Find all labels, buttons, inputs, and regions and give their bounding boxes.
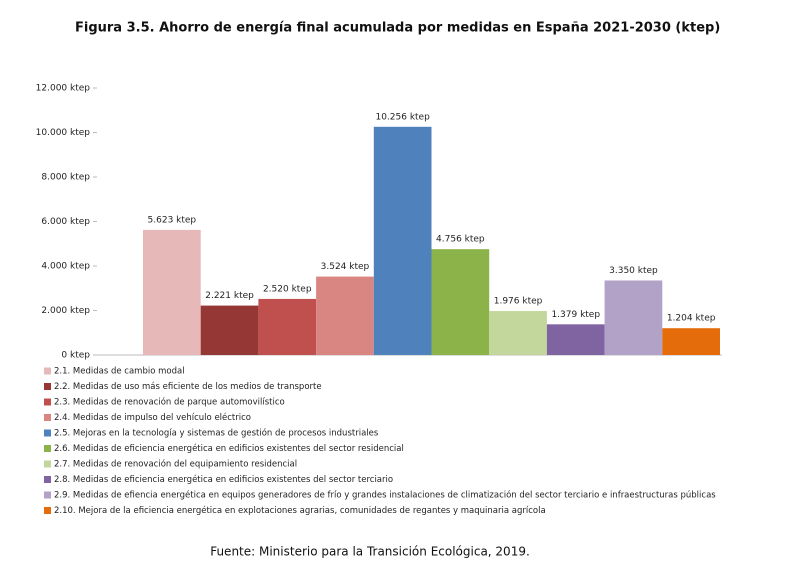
legend-swatch xyxy=(44,414,51,421)
bar xyxy=(489,311,547,355)
value-label: 1.379 ktep xyxy=(551,310,600,320)
y-tick-label: 8.000 ktep xyxy=(41,173,90,183)
y-tick-label: 10.000 ktep xyxy=(36,128,91,138)
legend-swatch xyxy=(44,460,51,468)
bar xyxy=(373,126,432,355)
value-label: 3.524 ktep xyxy=(321,262,370,272)
legend-label: 2.10. Mejora de la eficiencia energética… xyxy=(54,505,546,516)
source: Fuente: Ministerio para la Transición Ec… xyxy=(210,545,530,559)
value-label: 3.350 ktep xyxy=(609,266,658,276)
legend-swatch xyxy=(44,445,51,452)
legend-swatch xyxy=(44,383,51,390)
legend-label: 2.5. Mejoras en la tecnología y sistemas… xyxy=(54,428,379,439)
legend-label: 2.4. Medidas de impulso del vehículo elé… xyxy=(54,412,251,423)
bar xyxy=(604,280,663,355)
legend-label: 2.3. Medidas de renovación de parque aut… xyxy=(54,397,285,408)
chart-title: Figura 3.5. Ahorro de energía final acum… xyxy=(75,21,720,36)
legend-label: 2.2. Medidas de uso más eficiente de los… xyxy=(54,382,322,392)
value-label: 10.256 ktep xyxy=(375,112,430,122)
value-label: 4.756 ktep xyxy=(436,235,485,245)
y-tick-label: 6.000 ktep xyxy=(41,217,90,227)
legend-label: 2.7. Medidas de renovación del equipamie… xyxy=(54,459,297,470)
value-label: 2.520 ktep xyxy=(263,284,312,294)
legend-swatch xyxy=(44,476,51,483)
legend-label: 2.8. Medidas de eficiencia energética en… xyxy=(54,474,393,485)
bar xyxy=(143,229,201,355)
value-label: 5.623 ktep xyxy=(148,215,197,225)
y-tick-label: 12.000 ktep xyxy=(36,84,91,94)
legend-swatch xyxy=(44,491,51,499)
legend-swatch xyxy=(44,398,51,406)
legend-label: 2.1. Medidas de cambio modal xyxy=(54,367,185,377)
y-tick-label: 0 ktep xyxy=(61,351,90,361)
bar xyxy=(662,328,720,355)
legend-swatch xyxy=(44,367,51,375)
bar xyxy=(258,298,317,355)
value-label: 1.976 ktep xyxy=(494,297,543,307)
bar xyxy=(200,305,259,355)
value-label: 2.221 ktep xyxy=(205,291,254,301)
bar xyxy=(546,324,605,355)
value-label: 1.204 ktep xyxy=(667,314,716,324)
bar xyxy=(316,276,374,355)
bar xyxy=(431,249,490,355)
legend-label: 2.9. Medidas de efiencia energética en e… xyxy=(54,490,716,501)
legend-swatch xyxy=(44,507,51,514)
y-tick-label: 2.000 ktep xyxy=(41,306,90,316)
y-tick-label: 4.000 ktep xyxy=(41,262,90,272)
legend-swatch xyxy=(44,429,51,437)
legend-label: 2.6. Medidas de eficiencia energética en… xyxy=(54,443,404,454)
